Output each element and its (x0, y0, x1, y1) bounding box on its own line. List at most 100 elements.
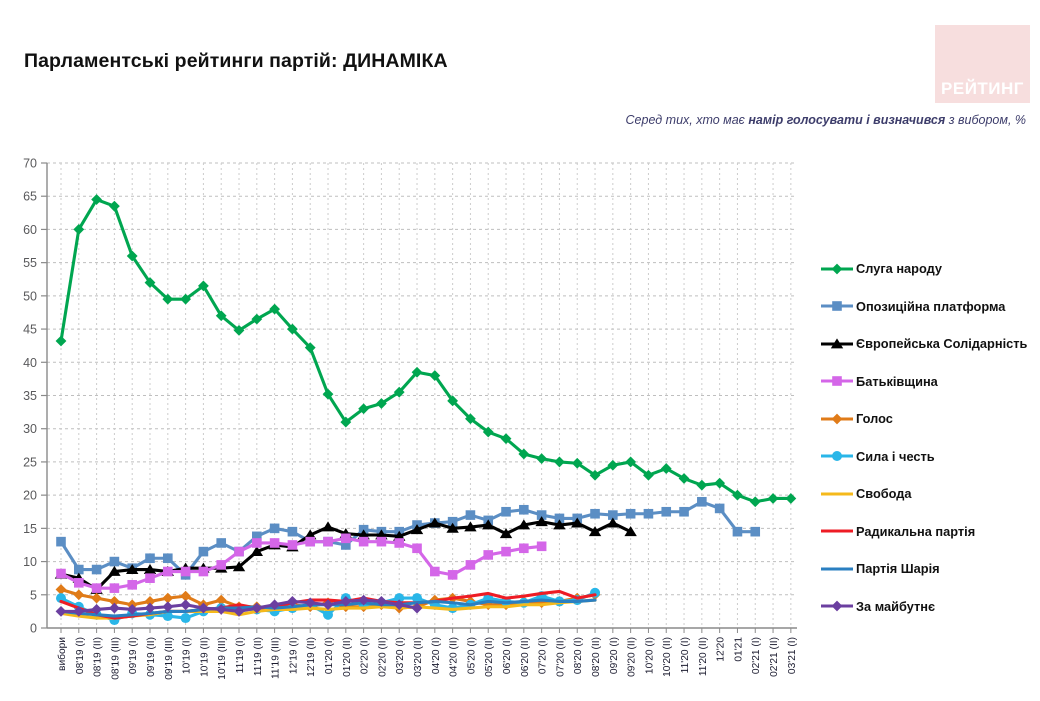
svg-text:08'19 (II): 08'19 (II) (93, 637, 104, 677)
legend-label: Радикальна партія (856, 523, 976, 539)
svg-text:5: 5 (30, 588, 37, 602)
svg-text:12'19 (I): 12'19 (I) (288, 637, 299, 674)
subtitle-prefix: Серед тих, хто має (625, 113, 749, 127)
svg-text:10: 10 (23, 555, 37, 569)
legend-label: Сила і честь (856, 448, 935, 464)
svg-text:08'20 (I): 08'20 (I) (573, 637, 584, 674)
svg-text:11'19 (II): 11'19 (II) (253, 637, 264, 676)
svg-text:55: 55 (23, 256, 37, 270)
legend-marker-triangle-icon (820, 334, 854, 354)
legend-label: Свобода (856, 486, 912, 502)
legend-marker-circle-icon (820, 446, 854, 466)
chart-subtitle: Серед тих, хто має намір голосувати і ви… (626, 113, 1026, 127)
legend-label: Партія Шарія (856, 561, 940, 577)
legend-item-6[interactable]: Сила і честь (820, 438, 1035, 476)
x-axis-labels: вибори 08'19 (I) 08'19 (II) 08'19 (III) 09'1… (56, 637, 798, 680)
series-Опозиційна платформа (56, 496, 761, 580)
subtitle-emphasis: намір голосувати і визначився (748, 113, 946, 127)
legend-item-7[interactable]: Свобода (820, 475, 1035, 513)
svg-text:45: 45 (23, 323, 37, 337)
svg-text:08'19 (I): 08'19 (I) (75, 637, 86, 674)
legend-item-2[interactable]: Опозиційна платформа (820, 288, 1035, 326)
legend-marker-line-icon (820, 559, 854, 579)
svg-text:03'20 (I): 03'20 (I) (395, 637, 406, 674)
svg-text:02'20 (I): 02'20 (I) (360, 637, 371, 674)
legend-item-1[interactable]: Слуга народу (820, 250, 1035, 288)
svg-text:10'19 (III): 10'19 (III) (217, 637, 228, 680)
svg-text:10'19 (II): 10'19 (II) (199, 637, 210, 677)
subtitle-suffix: з вибором, % (945, 113, 1026, 127)
svg-text:вибори: вибори (56, 637, 68, 671)
svg-text:60: 60 (23, 223, 37, 237)
svg-text:04'20 (I): 04'20 (I) (431, 637, 442, 674)
svg-text:04'20 (II): 04'20 (II) (449, 637, 460, 677)
svg-text:11'20 (II): 11'20 (II) (698, 637, 709, 676)
svg-text:11'19 (I): 11'19 (I) (235, 637, 246, 673)
svg-text:12'19 (II): 12'19 (II) (306, 637, 317, 677)
legend-marker-line-icon (820, 484, 854, 504)
svg-text:05'20 (II): 05'20 (II) (484, 637, 495, 677)
svg-text:01'20 (I): 01'20 (I) (324, 637, 335, 674)
svg-text:03'20 (II): 03'20 (II) (413, 637, 424, 677)
svg-text:10'20 (I): 10'20 (I) (644, 637, 655, 674)
page-title: Парламентські рейтинги партій: ДИНАМІКА (24, 50, 448, 72)
svg-text:07'20 (II): 07'20 (II) (555, 637, 566, 677)
legend-marker-diamond-icon (820, 596, 854, 616)
svg-text:12'20: 12'20 (716, 637, 727, 662)
svg-text:09'19 (III): 09'19 (III) (164, 637, 175, 680)
svg-text:08'20 (II): 08'20 (II) (591, 637, 602, 677)
chart-legend: Слуга народу Опозиційна платформа Європейс… (820, 250, 1035, 625)
legend-item-3[interactable]: Європейська Солідарність (820, 325, 1035, 363)
svg-text:02'20 (II): 02'20 (II) (377, 637, 388, 677)
svg-text:70: 70 (23, 157, 37, 171)
legend-marker-diamond-icon (820, 259, 854, 279)
svg-text:02'21 (II): 02'21 (II) (769, 637, 780, 677)
svg-text:65: 65 (23, 190, 37, 204)
svg-text:07'20 (I): 07'20 (I) (538, 637, 549, 674)
svg-text:10'19 (I): 10'19 (I) (182, 637, 193, 674)
svg-text:01'21: 01'21 (733, 637, 744, 662)
legend-item-5[interactable]: Голос (820, 400, 1035, 438)
svg-text:11'19 (III): 11'19 (III) (271, 637, 282, 679)
series-Батьківщина (56, 533, 547, 593)
legend-item-8[interactable]: Радикальна партія (820, 513, 1035, 551)
legend-label: Опозиційна платформа (856, 298, 1006, 314)
svg-text:20: 20 (23, 489, 37, 503)
svg-text:10'20 (II): 10'20 (II) (662, 637, 673, 677)
svg-text:06'20 (II): 06'20 (II) (520, 637, 531, 677)
svg-text:09'19 (II): 09'19 (II) (146, 637, 157, 677)
series-layer (54, 194, 797, 626)
svg-text:30: 30 (23, 422, 37, 436)
svg-text:35: 35 (23, 389, 37, 403)
x-axis (47, 627, 797, 633)
logo-text: РЕЙТИНГ (941, 79, 1024, 98)
legend-label: Європейська Солідарність (856, 336, 1028, 352)
svg-text:06'20 (I): 06'20 (I) (502, 637, 513, 674)
legend-marker-square-icon (820, 371, 854, 391)
legend-label: Батьківщина (856, 373, 938, 389)
y-axis: 0 5 10 15 20 25 30 35 40 45 50 55 60 65 70 (23, 157, 48, 636)
legend-marker-diamond-icon (820, 409, 854, 429)
svg-text:50: 50 (23, 289, 37, 303)
legend-marker-line-icon (820, 521, 854, 541)
legend-label: За майбутнє (856, 598, 936, 614)
legend-item-4[interactable]: Батьківщина (820, 363, 1035, 401)
svg-text:09'19 (I): 09'19 (I) (128, 637, 139, 674)
svg-text:05'20 (I): 05'20 (I) (466, 637, 477, 674)
legend-item-10[interactable]: За майбутнє (820, 588, 1035, 626)
legend-item-9[interactable]: Партія Шарія (820, 550, 1035, 588)
svg-text:02'21 (I): 02'21 (I) (751, 637, 762, 674)
rating-logo: РЕЙТИНГ (935, 25, 1030, 103)
svg-text:09'20 (II): 09'20 (II) (627, 637, 638, 677)
svg-text:15: 15 (23, 522, 37, 536)
svg-text:01'20 (II): 01'20 (II) (342, 637, 353, 677)
svg-text:03'21 (I): 03'21 (I) (787, 637, 798, 674)
svg-text:0: 0 (30, 622, 37, 636)
svg-text:08'19 (III): 08'19 (III) (110, 637, 121, 680)
legend-label: Голос (856, 411, 893, 427)
svg-text:09'20 (I): 09'20 (I) (609, 637, 620, 674)
svg-text:25: 25 (23, 455, 37, 469)
series-За майбутнє (55, 594, 423, 617)
